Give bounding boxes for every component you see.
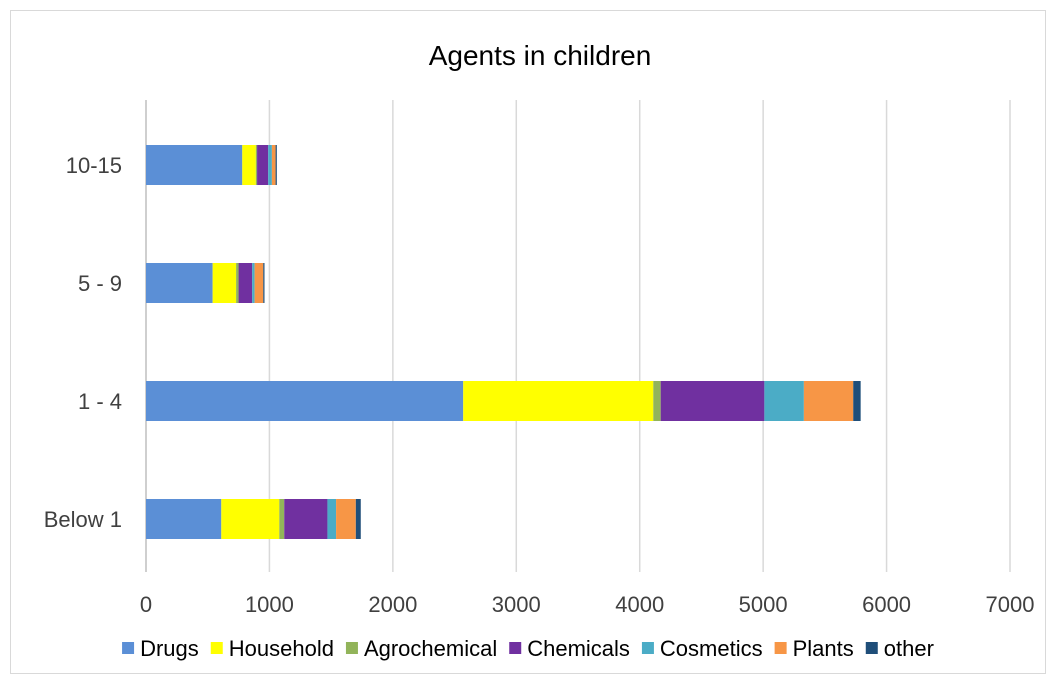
legend-swatch-drugs <box>122 642 135 654</box>
y-category-label: Below 1 <box>44 507 122 532</box>
legend-swatch-plants <box>774 642 787 654</box>
x-tick-label: 0 <box>140 592 152 617</box>
legend-swatch-other <box>865 642 878 654</box>
legend-swatch-household <box>210 642 223 654</box>
legend-label-plants: Plants <box>793 636 854 661</box>
bar-segment-other-Below1 <box>355 499 361 539</box>
bar-segment-plants-10-15 <box>271 145 276 185</box>
bar-segment-household-Below1 <box>221 499 280 539</box>
x-tick-label: 3000 <box>492 592 541 617</box>
x-tick-label: 2000 <box>368 592 417 617</box>
bar-segment-drugs-5-9 <box>146 263 213 303</box>
x-tick-label: 5000 <box>739 592 788 617</box>
bar-segment-plants-Below1 <box>336 499 356 539</box>
bar-stacks <box>146 145 861 539</box>
y-category-label: 10-15 <box>66 153 122 178</box>
bar-segment-chemicals-10-15 <box>257 145 269 185</box>
bar-segment-household-10-15 <box>242 145 256 185</box>
bar-segment-agrochemical-Below1 <box>279 499 285 539</box>
legend-swatch-chemicals <box>509 642 522 654</box>
bar-segment-other-10-15 <box>275 145 277 185</box>
bar-segment-cosmetics-Below1 <box>327 499 337 539</box>
bar-segment-agrochemical-5-9 <box>236 263 239 303</box>
legend-label-cosmetics: Cosmetics <box>660 636 763 661</box>
legend-swatch-cosmetics <box>641 642 654 654</box>
bar-segment-drugs-1-4 <box>146 381 464 421</box>
chart-title: Agents in children <box>428 40 652 71</box>
bar-segment-other-5-9 <box>263 263 265 303</box>
bar-segment-chemicals-5-9 <box>238 263 253 303</box>
bar-segment-cosmetics-10-15 <box>268 145 272 185</box>
x-tick-label: 1000 <box>245 592 294 617</box>
x-axis-tick-labels: 0 1000 2000 3000 4000 5000 6000 7000 <box>140 592 1035 617</box>
bar-segment-drugs-10-15 <box>146 145 243 185</box>
legend-label-drugs: Drugs <box>140 636 199 661</box>
bar-segment-cosmetics-5-9 <box>252 263 255 303</box>
legend-label-household: Household <box>229 636 334 661</box>
bar-segment-chemicals-Below1 <box>284 499 328 539</box>
bar-segment-cosmetics-1-4 <box>764 381 804 421</box>
bar-segment-plants-5-9 <box>254 263 264 303</box>
chart-frame <box>10 10 1046 674</box>
x-tick-label: 4000 <box>615 592 664 617</box>
bar-segment-plants-1-4 <box>803 381 854 421</box>
y-category-label: 1 - 4 <box>78 389 122 414</box>
legend-label-chemicals: Chemicals <box>527 636 630 661</box>
legend: Drugs Household Agrochemical Chemicals Cosme… <box>122 636 934 661</box>
y-axis-category-labels: Below 1 1 - 4 5 - 9 10-15 <box>44 153 122 532</box>
x-tick-label: 7000 <box>986 592 1035 617</box>
bar-segment-other-1-4 <box>853 381 861 421</box>
bar-segment-household-1-4 <box>463 381 654 421</box>
bar-segment-agrochemical-1-4 <box>653 381 661 421</box>
bar-segment-drugs-Below1 <box>146 499 222 539</box>
y-category-label: 5 - 9 <box>78 271 122 296</box>
bar-segment-chemicals-1-4 <box>660 381 765 421</box>
bar-segment-agrochemical-10-15 <box>255 145 258 185</box>
legend-label-other: other <box>884 636 934 661</box>
bar-segment-household-5-9 <box>212 263 237 303</box>
legend-swatch-agrochemical <box>345 642 358 654</box>
legend-label-agrochemical: Agrochemical <box>364 636 497 661</box>
x-tick-label: 6000 <box>862 592 911 617</box>
